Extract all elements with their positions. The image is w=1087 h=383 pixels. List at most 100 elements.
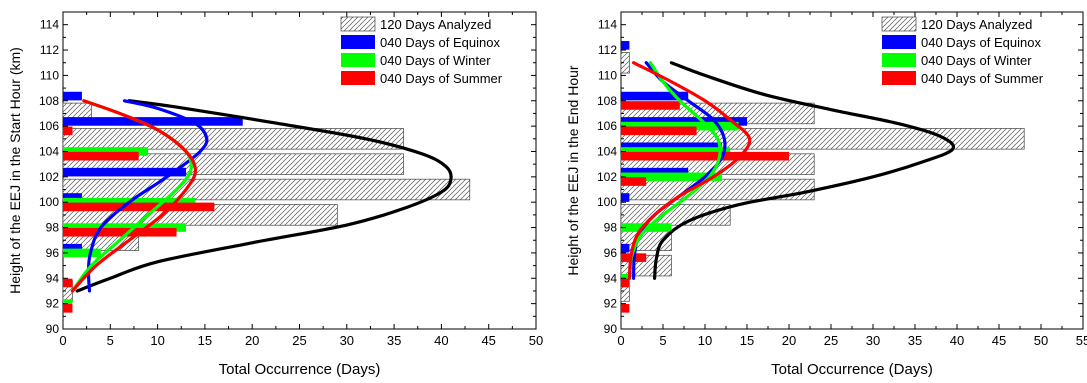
fit-curve-summer: [627, 61, 752, 280]
bar-equinox: [621, 91, 689, 101]
bar-winter: [63, 223, 186, 232]
x-tick-label: 0: [59, 333, 66, 348]
legend-label: 120 Days Analyzed: [380, 17, 491, 32]
legend-label: 040 Days of Summer: [921, 71, 1044, 86]
x-tick-label: 45: [481, 333, 495, 348]
bar-equinox: [63, 193, 82, 202]
fit-curve-winter: [627, 61, 722, 280]
y-tick-label: 98: [604, 221, 618, 235]
bar-summer: [621, 278, 630, 288]
y-tick-label: 112: [598, 43, 617, 57]
x-tick-label: 40: [950, 333, 964, 348]
bar-equinox: [63, 91, 82, 101]
bar-summer: [63, 227, 177, 237]
bar-total: [62, 178, 471, 201]
y-tick-label: 90: [46, 322, 60, 336]
y-tick-label: 94: [46, 271, 60, 285]
bar-summer: [63, 202, 215, 212]
y-tick-label: 108: [39, 94, 59, 108]
bar-equinox: [63, 167, 186, 177]
y-tick-label: 110: [40, 68, 59, 82]
bar-equinox: [621, 142, 722, 152]
legend-label: 040 Days of Summer: [380, 71, 503, 86]
bar-equinox: [63, 243, 82, 253]
fit-curve-equinox: [86, 99, 209, 293]
legend-swatch: [882, 53, 916, 67]
legend-swatch: [341, 71, 375, 85]
y-tick-label: 108: [597, 94, 617, 108]
y-axis-title: Height of the EEJ in the Start Hour (km): [7, 47, 23, 294]
x-tick-label: 35: [387, 333, 401, 348]
bar-summer: [63, 151, 139, 161]
x-tick-label: 40: [434, 333, 448, 348]
bar-total: [62, 128, 404, 150]
y-tick-label: 112: [40, 43, 59, 57]
legend-swatch: [881, 16, 917, 32]
legend-label: 120 Days Analyzed: [921, 17, 1032, 32]
y-tick-label: 114: [598, 18, 617, 32]
x-tick-label: 50: [529, 333, 543, 348]
x-axis-title: Total Occurrence (Days): [219, 361, 381, 378]
legend-label: 040 Days of Winter: [380, 53, 491, 68]
x-tick-label: 10: [698, 333, 712, 348]
y-tick-label: 102: [597, 170, 617, 184]
y-tick-label: 104: [39, 144, 59, 158]
bar-equinox: [621, 117, 747, 126]
x-axis-title: Total Occurrence (Days): [771, 361, 933, 378]
x-tick-label: 35: [908, 333, 922, 348]
bar-winter: [621, 147, 731, 156]
y-axis-title: Height of the EEJ in the End Hour: [565, 65, 581, 275]
y-tick-label: 98: [46, 221, 60, 235]
x-tick-label: 50: [1034, 333, 1048, 348]
bar-equinox: [621, 243, 630, 253]
bar-summer: [63, 278, 73, 288]
x-tick-label: 20: [245, 333, 259, 348]
y-tick-label: 110: [598, 68, 617, 82]
bar-summer: [621, 151, 789, 161]
x-tick-label: 25: [824, 333, 838, 348]
x-tick-label: 5: [107, 333, 114, 348]
bar-total: [620, 204, 731, 226]
x-tick-label: 25: [292, 333, 306, 348]
x-tick-label: 0: [617, 333, 624, 348]
x-tick-label: 15: [198, 333, 212, 348]
y-tick-label: 94: [604, 271, 618, 285]
bar-equinox: [621, 167, 689, 177]
bar-summer: [621, 126, 697, 136]
bar-winter: [621, 172, 722, 182]
start-hour-chart: 0 5 10 15 20 25 30 35 40 45 50 90 92 94 96 98 100 102 104 1…: [7, 11, 543, 378]
y-tick-label: 92: [46, 297, 60, 311]
bar-winter: [63, 248, 101, 258]
x-tick-label: 45: [992, 333, 1006, 348]
bar-summer: [63, 126, 73, 136]
x-tick-label: 55: [1076, 333, 1087, 348]
bar-winter: [63, 147, 149, 156]
y-tick-label: 104: [597, 144, 617, 158]
y-tick-label: 114: [40, 18, 59, 32]
end-hour-chart: 0 5 10 15 20 25 30 35 40 45 50 55 90 92 94 96 98 100 102 10…: [565, 11, 1087, 378]
x-tick-label: 15: [740, 333, 754, 348]
y-tick-label: 96: [604, 246, 618, 260]
bar-summer: [621, 304, 630, 313]
bar-equinox: [63, 117, 243, 126]
legend-swatch: [341, 53, 375, 67]
x-tick-label: 10: [150, 333, 164, 348]
legend-swatch: [340, 16, 376, 32]
bar-summer: [621, 177, 647, 186]
legend-swatch: [341, 35, 375, 49]
y-tick-label: 102: [39, 170, 59, 184]
x-tick-label: 30: [340, 333, 354, 348]
x-tick-label: 5: [659, 333, 666, 348]
y-tick-label: 100: [39, 195, 59, 209]
x-tick-label: 30: [866, 333, 880, 348]
bar-equinox: [621, 193, 630, 202]
y-tick-label: 106: [39, 119, 59, 133]
bar-equinox: [621, 41, 630, 50]
bar-summer: [621, 101, 680, 110]
legend-swatch: [882, 35, 916, 49]
fit-curve-analyzed: [653, 61, 956, 280]
y-tick-label: 92: [604, 297, 618, 311]
bar-winter: [621, 121, 739, 131]
